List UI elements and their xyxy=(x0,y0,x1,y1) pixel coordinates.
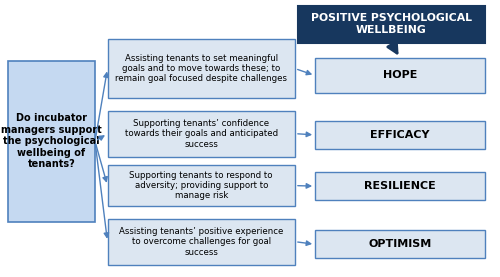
Text: OPTIMISM: OPTIMISM xyxy=(368,239,432,249)
FancyBboxPatch shape xyxy=(8,61,95,222)
FancyBboxPatch shape xyxy=(315,230,485,258)
FancyBboxPatch shape xyxy=(315,121,485,149)
FancyBboxPatch shape xyxy=(108,39,295,98)
Text: Assisting tenants to set meaningful
goals and to move towards these; to
remain g: Assisting tenants to set meaningful goal… xyxy=(115,54,287,83)
Text: HOPE: HOPE xyxy=(383,70,417,81)
FancyBboxPatch shape xyxy=(315,172,485,200)
Text: Do incubator
managers support
the psychological
wellbeing of
tenants?: Do incubator managers support the psycho… xyxy=(1,113,102,170)
Text: Supporting tenants to respond to
adversity; providing support to
manage risk: Supporting tenants to respond to adversi… xyxy=(130,171,273,201)
FancyBboxPatch shape xyxy=(108,219,295,265)
Text: Assisting tenants’ positive experience
to overcome challenges for goal
success: Assisting tenants’ positive experience t… xyxy=(119,227,284,257)
Text: POSITIVE PSYCHOLOGICAL
WELLBEING: POSITIVE PSYCHOLOGICAL WELLBEING xyxy=(311,14,472,35)
Text: RESILIENCE: RESILIENCE xyxy=(364,181,436,191)
FancyBboxPatch shape xyxy=(108,111,295,157)
FancyBboxPatch shape xyxy=(298,6,485,43)
FancyBboxPatch shape xyxy=(315,58,485,93)
FancyBboxPatch shape xyxy=(108,165,295,206)
Text: EFFICACY: EFFICACY xyxy=(370,130,430,140)
Text: Supporting tenants’ confidence
towards their goals and anticipated
success: Supporting tenants’ confidence towards t… xyxy=(124,119,278,148)
